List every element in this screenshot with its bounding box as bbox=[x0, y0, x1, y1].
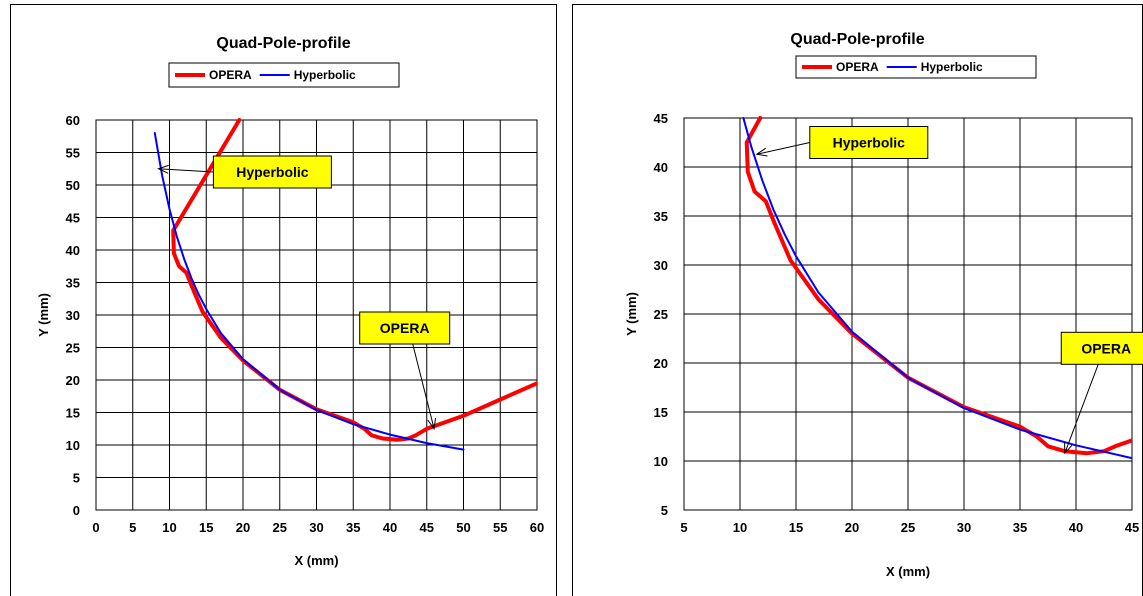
x-tick-label: 40 bbox=[1069, 520, 1083, 535]
plot-area bbox=[683, 117, 1133, 511]
chart-title: Quad-Pole-profile bbox=[790, 31, 924, 48]
x-tick-label: 20 bbox=[845, 520, 859, 535]
legend-entry-opera: OPERA bbox=[836, 60, 879, 74]
annotation-label: Hyperbolic bbox=[236, 164, 309, 180]
legend: OPERA Hyperbolic bbox=[168, 62, 400, 88]
chart-2: Quad-Pole-profile 5 10 15 20 25 30 35 40 45 5 10 15 2… bbox=[572, 4, 1143, 596]
annotation-arrow bbox=[412, 343, 435, 429]
annotations: Hyperbolic OPERA bbox=[755, 126, 1143, 455]
annotation-box bbox=[359, 311, 451, 345]
y-tick-label: 30 bbox=[66, 308, 80, 323]
x-tick-label: 25 bbox=[273, 520, 287, 535]
series-line-hyperbolic bbox=[153, 132, 465, 451]
x-tick-label: 30 bbox=[957, 520, 971, 535]
x-tick-label: 10 bbox=[733, 520, 747, 535]
x-tick-label: 0 bbox=[92, 520, 99, 535]
y-tick-label: 35 bbox=[66, 276, 80, 291]
y-tick-label: 20 bbox=[66, 373, 80, 388]
annotation-arrowhead bbox=[157, 164, 169, 174]
annotation-arrowhead bbox=[1064, 442, 1073, 455]
x-tick-label: 10 bbox=[162, 520, 176, 535]
y-tick-label: 40 bbox=[66, 243, 80, 258]
annotation-label: Hyperbolic bbox=[833, 135, 906, 151]
y-tick-label: 45 bbox=[66, 211, 80, 226]
chart-frame bbox=[572, 4, 1143, 596]
chart-title: Quad-Pole-profile bbox=[216, 35, 350, 52]
annotation-label: OPERA bbox=[380, 320, 430, 336]
x-tick-label: 50 bbox=[456, 520, 470, 535]
annotation-arrowhead bbox=[427, 418, 437, 431]
series-line-opera bbox=[171, 118, 537, 442]
x-tick-label: 5 bbox=[129, 520, 136, 535]
x-tick-label: 45 bbox=[420, 520, 434, 535]
y-tick-label: 45 bbox=[654, 111, 668, 126]
x-tick-label: 60 bbox=[530, 520, 544, 535]
y-tick-label: 5 bbox=[73, 471, 80, 486]
x-tick-label: 35 bbox=[1013, 520, 1027, 535]
x-tick-label: 30 bbox=[309, 520, 323, 535]
y-axis-label: Y (mm) bbox=[36, 293, 51, 337]
x-tick-label: 45 bbox=[1125, 520, 1139, 535]
annotation-arrow bbox=[1064, 364, 1099, 454]
y-tick-label: 55 bbox=[66, 146, 80, 161]
x-tick-label: 15 bbox=[789, 520, 803, 535]
y-tick-label: 50 bbox=[66, 178, 80, 193]
x-axis-label: X (mm) bbox=[886, 564, 930, 579]
y-tick-label: 20 bbox=[654, 356, 668, 371]
y-tick-label: 15 bbox=[66, 406, 80, 421]
chart-frame bbox=[10, 4, 557, 596]
x-tick-label: 5 bbox=[680, 520, 687, 535]
x-tick-label: 40 bbox=[383, 520, 397, 535]
y-tick-label: 25 bbox=[66, 341, 80, 356]
annotation-box bbox=[1060, 331, 1143, 365]
annotation-box bbox=[212, 155, 332, 189]
x-tick-label: 55 bbox=[493, 520, 507, 535]
y-tick-label: 30 bbox=[654, 258, 668, 273]
x-tick-label: 25 bbox=[901, 520, 915, 535]
x-axis-label: X (mm) bbox=[294, 553, 338, 568]
x-tick-label: 20 bbox=[236, 520, 250, 535]
y-tick-label: 40 bbox=[654, 160, 668, 175]
annotation-arrowhead bbox=[755, 147, 768, 157]
legend-entry-hyperbolic: Hyperbolic bbox=[294, 68, 356, 82]
annotation-box bbox=[809, 126, 929, 159]
annotation-arrow bbox=[756, 142, 810, 155]
y-tick-label: 5 bbox=[661, 503, 668, 518]
annotation-label: OPERA bbox=[1081, 340, 1131, 356]
x-tick-label: 35 bbox=[346, 520, 360, 535]
plot-area bbox=[95, 119, 538, 511]
annotations: Hyperbolic OPERA bbox=[157, 155, 451, 431]
y-tick-label: 10 bbox=[66, 438, 80, 453]
y-tick-label: 15 bbox=[654, 405, 668, 420]
series-line-hyperbolic bbox=[742, 117, 1132, 460]
y-tick-label: 25 bbox=[654, 307, 668, 322]
legend-entry-hyperbolic: Hyperbolic bbox=[921, 60, 983, 74]
y-axis-label: Y (mm) bbox=[624, 292, 639, 336]
x-tick-label: 15 bbox=[199, 520, 213, 535]
legend: OPERA Hyperbolic bbox=[795, 55, 1037, 79]
y-tick-label: 35 bbox=[654, 209, 668, 224]
y-tick-label: 60 bbox=[66, 113, 80, 128]
y-tick-label: 0 bbox=[73, 503, 80, 518]
annotation-arrow bbox=[158, 168, 214, 173]
legend-entry-opera: OPERA bbox=[209, 68, 252, 82]
y-tick-label: 10 bbox=[654, 454, 668, 469]
